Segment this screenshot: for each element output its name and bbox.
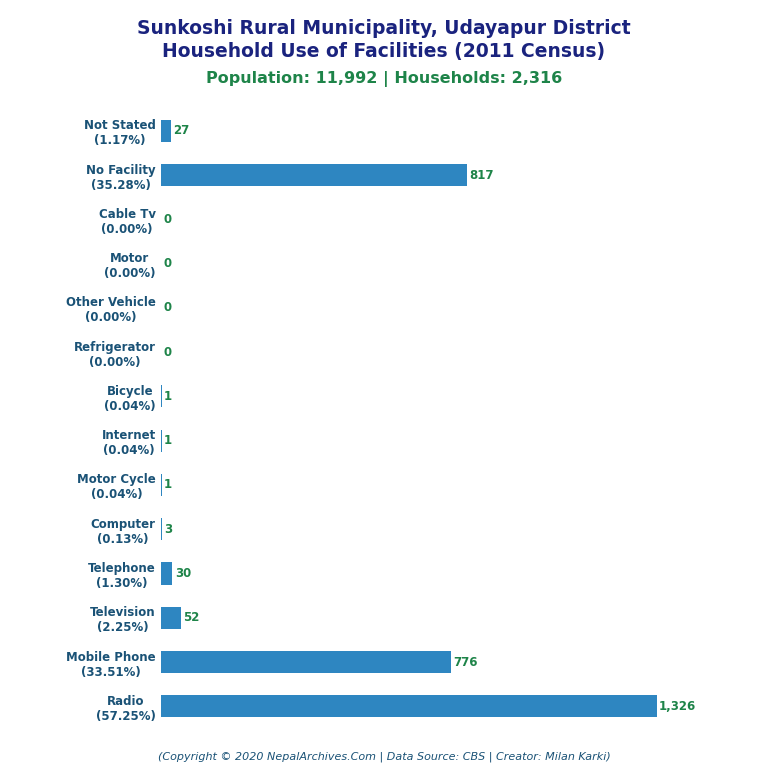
- Text: (Copyright © 2020 NepalArchives.Com | Data Source: CBS | Creator: Milan Karki): (Copyright © 2020 NepalArchives.Com | Da…: [157, 751, 611, 762]
- Text: 0: 0: [163, 213, 171, 226]
- Text: Household Use of Facilities (2011 Census): Household Use of Facilities (2011 Census…: [163, 42, 605, 61]
- Text: 30: 30: [175, 567, 191, 580]
- Text: Population: 11,992 | Households: 2,316: Population: 11,992 | Households: 2,316: [206, 71, 562, 87]
- Text: Sunkoshi Rural Municipality, Udayapur District: Sunkoshi Rural Municipality, Udayapur Di…: [137, 19, 631, 38]
- Text: 1: 1: [164, 390, 172, 403]
- Text: 817: 817: [469, 169, 493, 181]
- Bar: [161, 164, 467, 186]
- Text: 52: 52: [183, 611, 200, 624]
- Bar: [161, 607, 180, 629]
- Text: 1: 1: [164, 478, 172, 492]
- Bar: [161, 562, 173, 584]
- Bar: [161, 695, 657, 717]
- Bar: [161, 120, 171, 142]
- Text: 27: 27: [174, 124, 190, 137]
- Bar: [161, 518, 162, 541]
- Text: 1: 1: [164, 434, 172, 447]
- Text: 0: 0: [163, 301, 171, 314]
- Text: 1,326: 1,326: [659, 700, 697, 713]
- Text: 776: 776: [454, 656, 478, 668]
- Text: 0: 0: [163, 346, 171, 359]
- Text: 3: 3: [164, 523, 173, 536]
- Bar: [161, 651, 452, 673]
- Text: 0: 0: [163, 257, 171, 270]
